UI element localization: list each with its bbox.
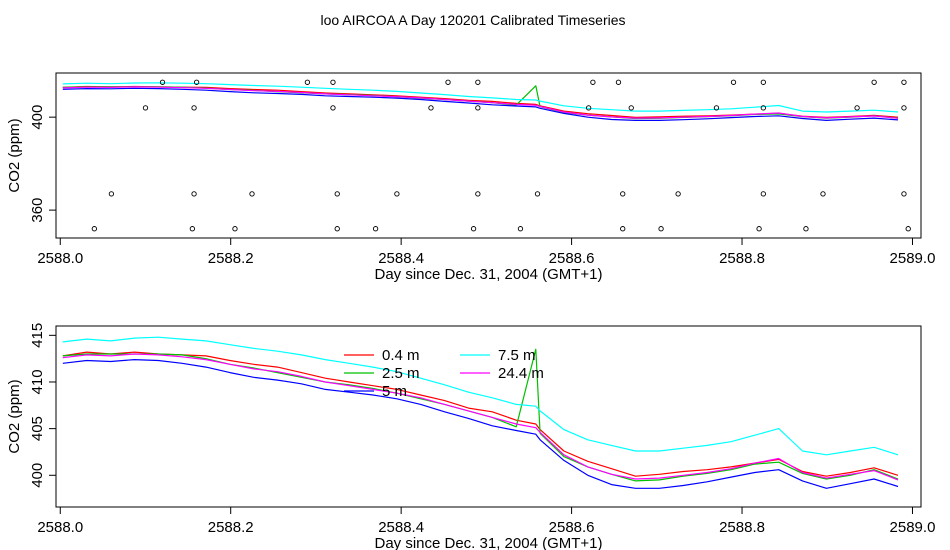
data-point <box>760 191 766 197</box>
data-point <box>189 226 196 232</box>
data-point <box>803 226 809 232</box>
y-tick-label: 400 <box>29 463 46 488</box>
x-tick-label: 2588.8 <box>719 250 765 267</box>
x-tick-label: 2588.0 <box>37 250 83 267</box>
x-tick-label: 2588.4 <box>378 250 424 267</box>
data-point <box>304 79 311 85</box>
y-tick-label: 410 <box>29 369 46 394</box>
data-point <box>475 105 481 111</box>
data-point <box>334 191 340 197</box>
data-point <box>445 79 451 85</box>
series-line <box>62 353 899 481</box>
x-axis-label: Day since Dec. 31, 2004 (GMT+1) <box>374 535 602 550</box>
data-point <box>901 191 907 197</box>
x-tick-label: 2588.0 <box>37 519 83 536</box>
plot-frame <box>55 325 922 508</box>
x-tick-label: 2588.2 <box>208 519 254 536</box>
y-tick-label: 360 <box>29 198 46 223</box>
figure-title: loo AIRCOA A Day 120201 Calibrated Times… <box>320 12 625 28</box>
series-line <box>62 87 899 122</box>
data-point <box>159 79 166 85</box>
data-point <box>475 191 481 197</box>
plot-frame <box>55 72 922 239</box>
data-point <box>108 191 115 197</box>
top-panel: 2588.0 2588.2 2588.4 2588.6 2588.8 2589.0 360 4… <box>6 72 936 283</box>
data-point <box>713 105 720 111</box>
data-point <box>193 79 200 85</box>
data-point <box>756 226 762 232</box>
data-point <box>232 226 238 232</box>
data-point <box>901 79 907 85</box>
series-line <box>62 359 899 489</box>
series-line <box>62 336 899 456</box>
y-tick-label: 400 <box>29 105 46 130</box>
data-point <box>330 79 336 85</box>
x-tick-label: 2588.4 <box>378 519 424 536</box>
y-axis-label: CO2 (ppm) <box>6 118 23 192</box>
x-tick-label: 2588.8 <box>719 519 765 536</box>
series-line <box>62 82 899 113</box>
data-point <box>820 191 826 197</box>
legend-label: 2.5 m <box>382 365 420 382</box>
x-tick-label: 2588.6 <box>549 250 595 267</box>
x-axis-label: Day since Dec. 31, 2004 (GMT+1) <box>374 266 602 283</box>
data-point <box>249 191 255 197</box>
data-point <box>191 105 197 111</box>
data-point <box>615 79 622 85</box>
data-point <box>590 79 596 85</box>
data-point <box>905 226 911 232</box>
y-tick-label: 415 <box>29 323 46 348</box>
data-point <box>330 105 336 111</box>
x-tick-label: 2589.0 <box>890 519 936 536</box>
data-point <box>91 226 97 232</box>
data-point <box>334 226 340 232</box>
data-point <box>730 79 737 85</box>
data-point <box>901 105 907 111</box>
data-point <box>470 226 477 232</box>
data-point <box>620 226 626 232</box>
legend-label: 24.4 m <box>498 365 544 382</box>
bottom-panel: 2588.0 2588.2 2588.4 2588.6 2588.8 2589.0 400 4… <box>6 323 935 550</box>
data-point <box>871 79 877 85</box>
legend-label: 5 m <box>382 383 407 400</box>
data-point <box>585 105 592 111</box>
data-point <box>191 191 197 197</box>
y-tick-label: 405 <box>29 416 46 441</box>
data-point <box>658 226 664 232</box>
x-tick-label: 2589.0 <box>890 250 936 267</box>
data-point <box>628 105 634 111</box>
data-point <box>517 226 524 232</box>
y-axis-label: CO2 (ppm) <box>6 379 23 453</box>
data-point <box>760 105 766 111</box>
data-point <box>428 105 434 111</box>
series-line <box>62 86 899 119</box>
data-point <box>142 105 149 111</box>
data-point <box>675 191 681 197</box>
data-point <box>394 191 400 197</box>
data-point <box>760 79 766 85</box>
legend-label: 7.5 m <box>498 347 536 364</box>
legend-label: 0.4 m <box>382 347 420 364</box>
x-tick-label: 2588.2 <box>208 250 254 267</box>
series-line <box>62 348 899 482</box>
data-point <box>854 105 860 111</box>
data-point <box>372 226 379 232</box>
data-point <box>475 79 481 85</box>
x-tick-label: 2588.6 <box>549 519 595 536</box>
data-point <box>620 191 626 197</box>
data-point <box>534 191 541 197</box>
